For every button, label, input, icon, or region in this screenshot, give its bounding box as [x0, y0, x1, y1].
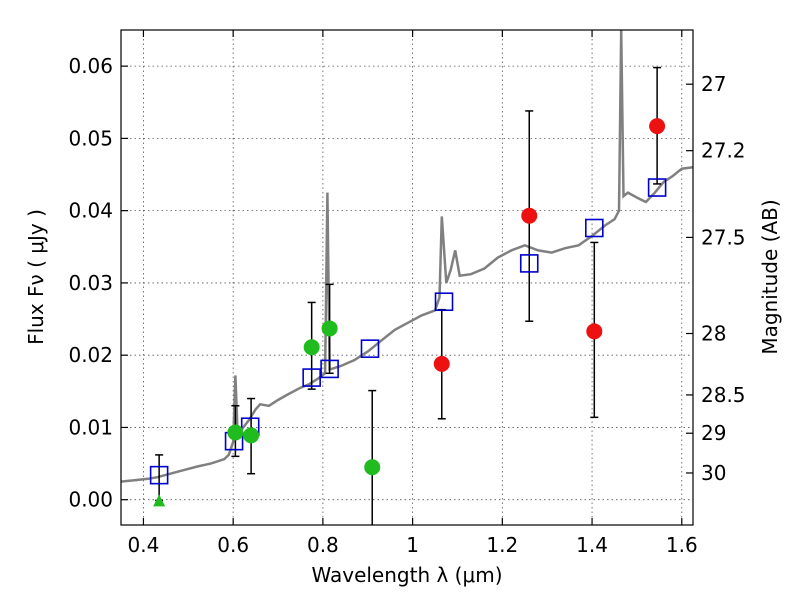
- y-tick-label: 0.01: [68, 415, 113, 439]
- y2-tick-label: 28.5: [701, 383, 746, 407]
- y-tick-label: 0.04: [68, 199, 113, 223]
- data-markers: [149, 118, 667, 507]
- model-photometry-square: [434, 292, 454, 312]
- grid: [121, 30, 693, 525]
- observed-flux-point: [303, 339, 320, 356]
- y2-tick-label: 28: [701, 322, 726, 346]
- x-axis-label: Wavelength λ (μm): [311, 563, 502, 587]
- model-spectrum: [121, 30, 693, 483]
- plot-frame: [120, 29, 694, 526]
- y-axis-label: Flux Fν ( μJy ): [24, 209, 48, 345]
- model-photometry-square: [585, 218, 604, 238]
- y-tick-label: 0.02: [68, 343, 113, 367]
- observed-flux-point: [586, 323, 603, 340]
- y2-axis-label: Magnitude (AB): [758, 199, 782, 354]
- y2-tick-label: 27: [701, 72, 726, 96]
- x-tick-label: 1: [406, 533, 419, 557]
- model-photometry-square: [320, 359, 339, 379]
- spectrum-line: [121, 30, 693, 483]
- model-photometry-square: [647, 178, 667, 197]
- observed-flux-point: [649, 118, 666, 135]
- upper-limit-triangle: [153, 494, 166, 507]
- model-photometry-square: [519, 254, 539, 273]
- y2-tick-label: 29: [701, 421, 726, 445]
- x-tick-label: 1.6: [666, 533, 698, 557]
- axis-ticks: 0.4 0.6 0.8 1 1.2 1.4 1.6 0.00 0.01 0.02 0.03 0.04 0…: [68, 30, 746, 557]
- x-tick-label: 0.6: [217, 533, 249, 557]
- error-bars: [155, 66, 662, 525]
- y2-tick-label: 27.5: [701, 225, 746, 249]
- y-tick-label: 0.06: [68, 54, 113, 78]
- observed-flux-point: [364, 459, 381, 476]
- observed-flux-point: [433, 355, 450, 372]
- model-photometry-square: [149, 465, 169, 485]
- y-tick-label: 0.00: [68, 488, 113, 512]
- y2-tick-label: 30: [701, 461, 726, 485]
- model-photometry-square: [302, 368, 321, 387]
- observed-flux-point: [321, 320, 338, 337]
- observed-flux-point: [243, 427, 260, 444]
- x-tick-label: 1.4: [576, 533, 608, 557]
- x-tick-label: 1.2: [486, 533, 518, 557]
- y-tick-label: 0.03: [68, 271, 113, 295]
- observed-flux-point: [521, 207, 538, 224]
- y-tick-label: 0.05: [68, 126, 113, 150]
- model-photometry-square: [360, 339, 380, 358]
- y2-tick-label: 27.2: [701, 139, 746, 163]
- observed-flux-point: [227, 424, 244, 441]
- x-tick-label: 0.8: [307, 533, 339, 557]
- x-tick-label: 0.4: [128, 533, 160, 557]
